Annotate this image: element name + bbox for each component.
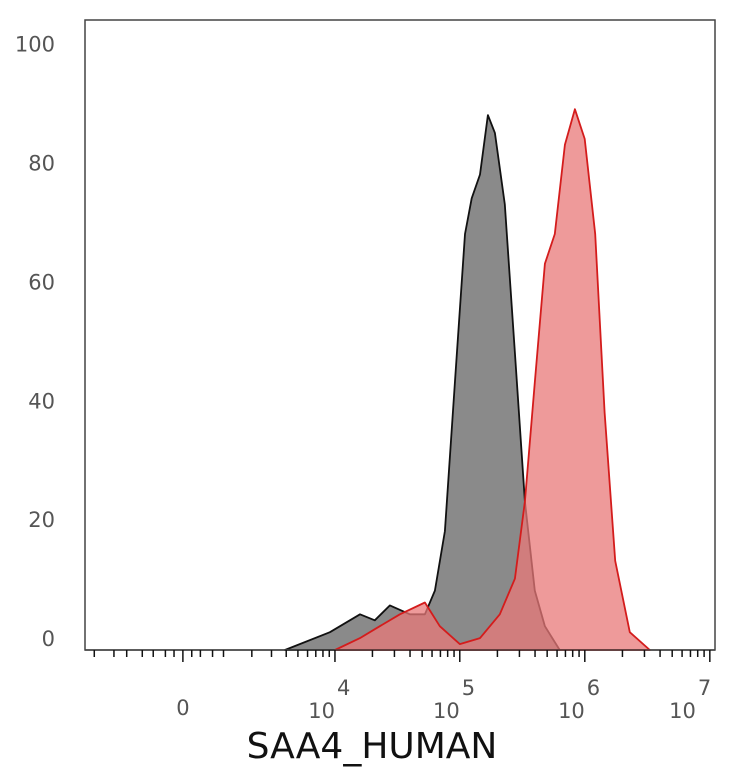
histogram-area: [334, 108, 651, 651]
y-tick-label: 0: [42, 627, 55, 651]
x-tick-label: 0: [176, 696, 189, 720]
x-tick-exponent: 7: [698, 676, 711, 700]
plot-frame: [84, 19, 716, 651]
y-tick-label: 40: [28, 389, 55, 413]
x-tick-label: 10: [558, 699, 585, 723]
x-tick-label: 10: [669, 699, 696, 723]
y-tick-label: 20: [28, 508, 55, 532]
x-tick-exponent: 5: [462, 676, 475, 700]
x-tick-exponent: 6: [587, 676, 600, 700]
x-tick-label: 10: [433, 699, 460, 723]
y-tick-label: 100: [15, 33, 55, 57]
y-tick-label: 60: [28, 270, 55, 294]
y-tick-label: 80: [28, 152, 55, 176]
x-tick-label: 10: [308, 699, 335, 723]
x-axis-title: SAA4_HUMAN: [247, 726, 498, 767]
x-tick-exponent: 4: [337, 676, 350, 700]
plot-layer: [284, 108, 651, 651]
